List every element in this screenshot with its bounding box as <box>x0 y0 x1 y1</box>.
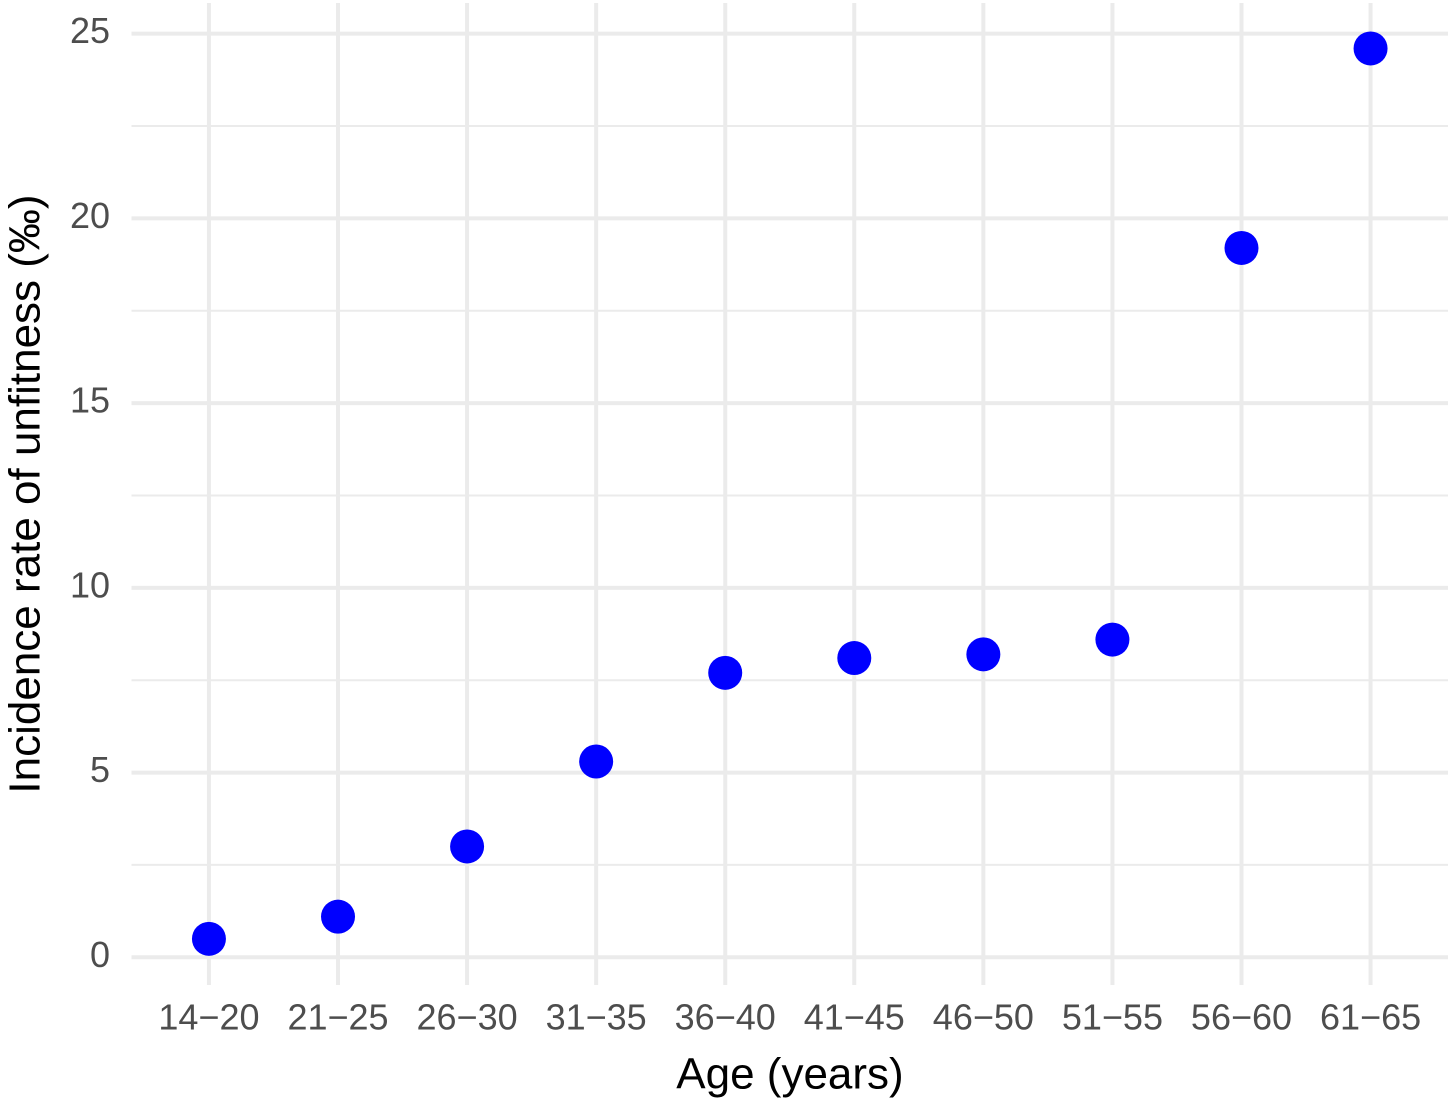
x-axis-title: Age (years) <box>676 1050 903 1099</box>
x-tick-label: 36−40 <box>675 997 776 1038</box>
point <box>1353 31 1388 66</box>
y-tick-label: 25 <box>70 10 110 51</box>
point <box>450 829 485 864</box>
y-tick-label: 10 <box>70 564 110 605</box>
x-tick-label: 56−60 <box>1191 997 1292 1038</box>
grid <box>131 3 1448 985</box>
x-tick-label: 21−25 <box>287 997 388 1038</box>
x-tick-label: 61−65 <box>1320 997 1421 1038</box>
point <box>579 744 614 779</box>
x-tick-label: 51−55 <box>1062 997 1163 1038</box>
y-axis-title: Incidence rate of unfitness (‰) <box>1 194 50 793</box>
point <box>1095 622 1130 657</box>
x-tick-label: 46−50 <box>933 997 1034 1038</box>
y-tick-label: 5 <box>90 749 110 790</box>
point <box>321 899 356 934</box>
y-tick-label: 20 <box>70 195 110 236</box>
point <box>837 641 872 676</box>
y-tick-label: 15 <box>70 380 110 421</box>
x-tick-label: 31−35 <box>546 997 647 1038</box>
point <box>966 637 1001 672</box>
x-tick-label: 26−30 <box>417 997 518 1038</box>
point <box>708 655 743 690</box>
y-tick-label: 0 <box>90 934 110 975</box>
point <box>191 921 226 956</box>
x-tick-label: 41−45 <box>804 997 905 1038</box>
point <box>1224 230 1259 265</box>
x-tick-label: 14−20 <box>158 997 259 1038</box>
